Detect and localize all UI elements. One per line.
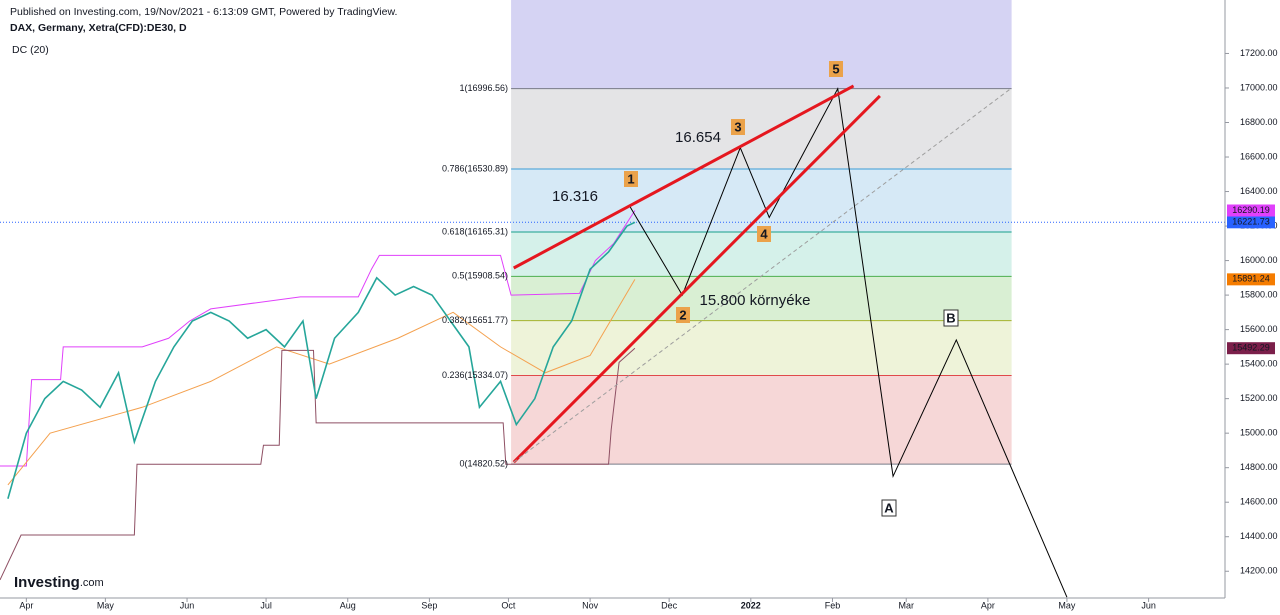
fib-label: 0.5(15908.54) — [452, 271, 508, 281]
wave-box — [943, 309, 959, 327]
price-badge — [1227, 204, 1275, 217]
trend-line — [512, 94, 881, 464]
y-tick-label: 16600.00 — [1240, 151, 1278, 161]
trend-line — [513, 87, 1012, 463]
x-tick-label: May — [1058, 600, 1076, 610]
x-tick-label: Aug — [340, 600, 356, 610]
y-tick-label: 15200.00 — [1240, 393, 1278, 403]
y-tick-label: 14200.00 — [1240, 566, 1278, 576]
x-tick-label: Oct — [501, 600, 516, 610]
annotation: 15.800 környéke — [700, 292, 811, 309]
y-tick-label: 16400.00 — [1240, 186, 1278, 196]
y-tick-label: 15400.00 — [1240, 359, 1278, 369]
x-tick-label: Sep — [421, 600, 437, 610]
wave-label: 4 — [760, 226, 768, 241]
x-tick-label: Mar — [898, 600, 914, 610]
price-badge-label: 16290.19 — [1232, 205, 1270, 215]
wave-label: B — [946, 310, 955, 325]
plot-area — [0, 0, 1225, 598]
logo-suffix: .com — [80, 577, 104, 589]
line-series — [7, 221, 636, 499]
wave-box — [624, 171, 638, 187]
fib-label: 0.236(15334.07) — [442, 370, 508, 380]
annotation: 16.316 — [552, 188, 598, 205]
x-tick-label: 2022 — [741, 600, 761, 610]
line-series — [0, 347, 636, 581]
x-tick-label: Dec — [661, 600, 678, 610]
y-tick-label: 17200.00 — [1240, 48, 1278, 58]
chart-title: DAX, Germany, Xetra(CFD):DE30, D — [10, 22, 187, 34]
trend-line — [513, 84, 855, 270]
fib-label: 0(14820.52) — [460, 459, 509, 469]
wave-label: A — [884, 500, 894, 515]
x-tick-label: Apr — [981, 600, 995, 610]
y-tick-label: 14400.00 — [1240, 531, 1278, 541]
fib-band — [511, 0, 1012, 89]
price-badge — [1227, 216, 1275, 229]
line-series — [0, 210, 636, 467]
fib-label: 0.618(16165.31) — [442, 226, 508, 236]
fib-band — [511, 88, 1012, 169]
y-tick-label: 16800.00 — [1240, 117, 1278, 127]
wave-box — [731, 119, 745, 135]
fib-band — [511, 276, 1012, 321]
wave-label: 3 — [734, 119, 741, 134]
wave-box — [881, 499, 897, 517]
y-tick-label: 17000.00 — [1240, 82, 1278, 92]
price-badge-label: 15891.24 — [1232, 274, 1270, 284]
fib-label: 0.786(16530.89) — [442, 163, 508, 173]
logo: Investing.com — [14, 574, 104, 591]
price-badge — [1227, 273, 1275, 286]
wave-label: 5 — [832, 61, 839, 76]
logo-name: Investing — [14, 574, 80, 591]
y-tick-label: 14800.00 — [1240, 462, 1278, 472]
published-note: Published on Investing.com, 19/Nov/2021 … — [10, 6, 397, 18]
fib-band — [511, 375, 1012, 465]
fib-band — [511, 168, 1012, 233]
price-badge-label: 16221.73 — [1232, 217, 1270, 227]
y-tick-label: 15600.00 — [1240, 324, 1278, 334]
x-tick-label: Nov — [582, 600, 599, 610]
wave-label: 2 — [679, 307, 686, 322]
fib-band — [511, 320, 1012, 376]
y-tick-label: 16000.00 — [1240, 255, 1278, 265]
x-tick-label: Jul — [260, 600, 272, 610]
fib-label: 0.382(15651.77) — [442, 315, 508, 325]
price-badge-label: 15492.29 — [1232, 343, 1270, 353]
fib-label: 1(16996.56) — [460, 83, 509, 93]
y-tick-label: 15000.00 — [1240, 428, 1278, 438]
y-tick-label: 15800.00 — [1240, 289, 1278, 299]
wave-label: 1 — [627, 171, 634, 186]
wave-box — [829, 61, 843, 77]
x-tick-label: Apr — [19, 600, 33, 610]
annotation: 16.654 — [675, 129, 721, 146]
price-badge — [1227, 342, 1275, 355]
x-tick-label: Jun — [180, 600, 195, 610]
x-tick-label: Feb — [825, 600, 841, 610]
wave-box — [757, 226, 771, 242]
x-tick-label: Jun — [1141, 600, 1156, 610]
y-tick-label: 14600.00 — [1240, 497, 1278, 507]
wave-box — [676, 307, 690, 323]
x-tick-label: May — [97, 600, 115, 610]
line-series — [629, 87, 1068, 598]
indicator-label: DC (20) — [12, 44, 49, 56]
